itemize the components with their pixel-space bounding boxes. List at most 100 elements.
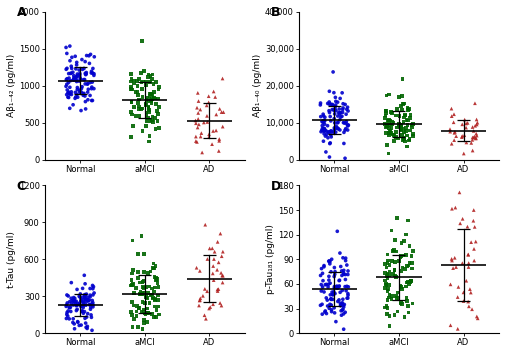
Point	[72, 79, 80, 84]
Point	[327, 289, 335, 295]
Point	[461, 121, 469, 126]
Point	[319, 119, 327, 125]
Point	[472, 117, 480, 122]
Point	[330, 106, 338, 112]
Point	[143, 295, 151, 301]
Point	[138, 128, 146, 134]
Point	[73, 73, 81, 79]
Point	[81, 59, 89, 64]
Point	[320, 114, 328, 120]
Point	[398, 126, 407, 131]
Point	[148, 96, 156, 102]
Point	[213, 267, 221, 273]
Point	[342, 119, 350, 125]
Point	[191, 120, 199, 126]
Point	[330, 285, 338, 291]
Point	[88, 301, 96, 307]
Point	[152, 79, 160, 85]
Point	[81, 72, 89, 78]
Point	[397, 286, 406, 292]
Point	[392, 106, 400, 112]
Point	[203, 113, 211, 119]
Point	[193, 125, 201, 130]
Point	[82, 70, 90, 75]
Point	[469, 135, 477, 140]
Point	[383, 286, 391, 292]
Point	[77, 322, 85, 328]
Point	[218, 249, 226, 255]
Point	[134, 324, 142, 330]
Point	[139, 251, 147, 257]
Point	[396, 128, 405, 133]
Y-axis label: p-Tau₁₈₁ (pg/ml): p-Tau₁₈₁ (pg/ml)	[266, 224, 275, 294]
Point	[82, 302, 90, 308]
Point	[459, 290, 467, 295]
Point	[385, 262, 393, 268]
Point	[336, 301, 344, 306]
Point	[387, 296, 395, 302]
Point	[81, 99, 89, 104]
Point	[396, 268, 404, 274]
Point	[341, 277, 349, 282]
Point	[383, 305, 391, 311]
Point	[328, 103, 336, 108]
Point	[317, 266, 325, 272]
Point	[384, 282, 392, 288]
Point	[139, 309, 147, 314]
Point	[148, 92, 156, 98]
Point	[203, 119, 211, 125]
Point	[154, 87, 162, 92]
Point	[69, 298, 77, 304]
Point	[63, 65, 71, 71]
Point	[453, 284, 462, 290]
Point	[329, 107, 337, 113]
Point	[141, 295, 149, 300]
Point	[85, 61, 93, 66]
Point	[73, 87, 81, 92]
Text: D: D	[270, 179, 280, 193]
Point	[402, 122, 411, 128]
Text: C: C	[17, 179, 26, 193]
Point	[136, 106, 144, 112]
Point	[470, 123, 478, 129]
Point	[341, 258, 349, 263]
Point	[88, 301, 96, 307]
Point	[216, 231, 224, 236]
Point	[144, 310, 152, 316]
Point	[86, 304, 94, 310]
Point	[146, 73, 155, 79]
Point	[140, 311, 148, 316]
Point	[336, 308, 344, 314]
Point	[339, 311, 347, 317]
Point	[330, 310, 338, 316]
Point	[72, 74, 80, 80]
Point	[127, 282, 135, 288]
Point	[408, 260, 416, 266]
Point	[138, 279, 146, 285]
Point	[65, 75, 73, 81]
Point	[153, 108, 161, 114]
Point	[468, 135, 476, 140]
Point	[63, 302, 71, 308]
Point	[138, 299, 146, 304]
Point	[337, 288, 345, 293]
Point	[144, 72, 153, 78]
Point	[74, 95, 82, 100]
Point	[380, 278, 388, 284]
Point	[154, 284, 162, 290]
Point	[318, 284, 326, 290]
Point	[77, 298, 85, 303]
Point	[327, 309, 335, 314]
Point	[192, 139, 200, 145]
Point	[78, 308, 86, 314]
Point	[446, 256, 454, 262]
Point	[386, 109, 394, 115]
Point	[330, 127, 338, 133]
Point	[390, 267, 398, 273]
Point	[80, 292, 88, 297]
Point	[449, 112, 457, 117]
Point	[462, 139, 470, 145]
Point	[135, 106, 143, 112]
Point	[339, 268, 347, 273]
Point	[136, 280, 144, 285]
